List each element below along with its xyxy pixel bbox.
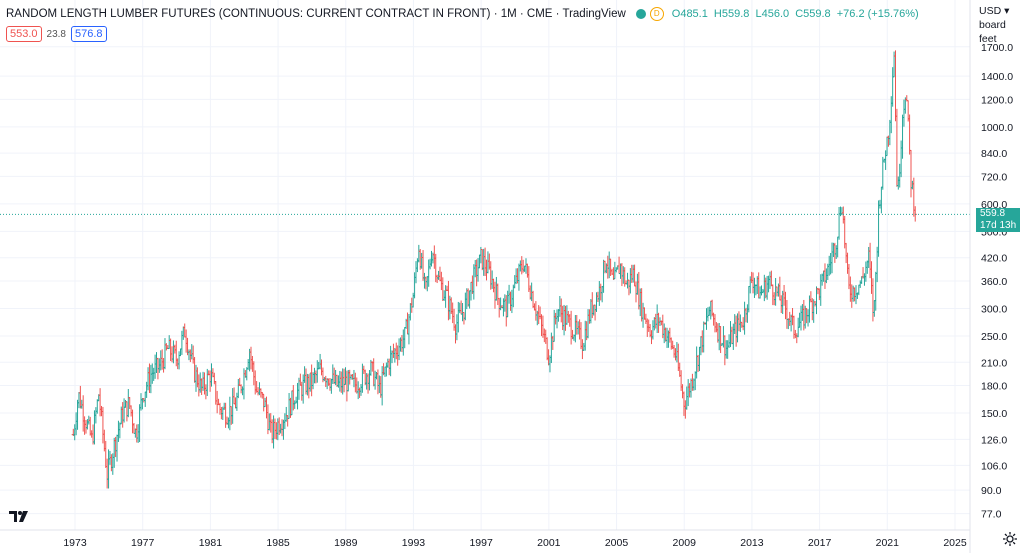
low-value: L456.0 (755, 8, 790, 20)
price-scale[interactable]: 77.0 90.0 106.0 126.0 150.0 180.0 210.0 250.0 30… (981, 42, 1013, 521)
price-tick-label: 1000.0 (981, 122, 1013, 134)
symbol-title[interactable]: RANDOM LENGTH LUMBER FUTURES (CONTINUOUS… (6, 8, 626, 20)
time-tick-label: 1977 (131, 537, 155, 549)
price-tick-label: 300.0 (981, 303, 1007, 315)
price-tick-label: 420.0 (981, 253, 1007, 265)
time-tick-label: 1973 (63, 537, 87, 549)
currency-label: USD (979, 5, 1002, 17)
last-price-tag: 559.8 17d 13h (976, 208, 1020, 233)
price-tick-label: 250.0 (981, 331, 1007, 343)
currency-selector[interactable]: USD ▾ (976, 4, 1024, 18)
time-scale[interactable]: 1973 1977 1981 1985 1989 1993 1997 2001 2005 2009… (63, 537, 967, 549)
gear-icon[interactable] (1002, 531, 1018, 547)
price-bars (71, 50, 917, 489)
ohlc-values: O485.1 H559.8 L456.0 C559.8 +76.2 (+15.7… (672, 8, 922, 20)
time-tick-label: 2021 (876, 537, 900, 549)
time-tick-label: 1981 (199, 537, 223, 549)
price-tick-label: 77.0 (981, 509, 1002, 521)
ohlc-bar (909, 149, 913, 198)
bar-countdown: 17d 13h (980, 220, 1017, 232)
time-tick-label: 2009 (673, 537, 697, 549)
price-tick-label: 180.0 (981, 381, 1007, 393)
price-tick-label: 1400.0 (981, 71, 1013, 83)
price-tick-label: 720.0 (981, 171, 1007, 183)
price-tick-label: 150.0 (981, 408, 1007, 420)
chevron-down-icon: ▾ (1001, 5, 1010, 17)
chart-header: RANDOM LENGTH LUMBER FUTURES (CONTINUOUS… (6, 6, 922, 22)
time-tick-label: 2025 (943, 537, 967, 549)
high-value: H559.8 (713, 8, 750, 20)
chart-grid (0, 0, 970, 530)
price-scale-header[interactable]: USD ▾ board feet (976, 4, 1024, 46)
tradingview-logo-icon[interactable] (8, 508, 30, 524)
market-status-icon[interactable] (635, 9, 646, 19)
time-tick-label: 2013 (740, 537, 764, 549)
price-tick-label: 90.0 (981, 485, 1002, 497)
time-tick-label: 2005 (605, 537, 629, 549)
time-tick-label: 2001 (537, 537, 561, 549)
spread-value: 23.8 (46, 28, 66, 40)
data-delay-badge[interactable]: D (649, 7, 664, 21)
price-tick-label: 600.0 (981, 199, 1007, 211)
time-tick-label: 1989 (334, 537, 358, 549)
price-tick-label: 360.0 (981, 276, 1007, 288)
price-tick-label: 1200.0 (981, 94, 1013, 106)
bid-price-box[interactable]: 553.0 (6, 26, 42, 42)
ohlc-bar (95, 399, 99, 414)
time-tick-label: 1997 (469, 537, 493, 549)
change-value: +76.2 (+15.76%) (836, 8, 919, 20)
indicator-row: 553.0 23.8 576.8 (6, 26, 107, 42)
price-tick-label: 126.0 (981, 434, 1007, 446)
price-tick-label: 840.0 (981, 148, 1007, 160)
close-value: C559.8 (795, 8, 831, 20)
ask-price-box[interactable]: 576.8 (71, 26, 107, 42)
open-value: O485.1 (671, 8, 708, 20)
last-price-value: 559.8 (980, 208, 1006, 220)
price-tick-label: 1700.0 (981, 42, 1013, 54)
price-tick-label: 210.0 (981, 357, 1007, 369)
time-tick-label: 1985 (266, 537, 290, 549)
time-tick-label: 1993 (402, 537, 426, 549)
unit-label: board feet (979, 19, 1006, 45)
time-tick-label: 2017 (808, 537, 832, 549)
price-tick-label: 106.0 (981, 460, 1007, 472)
